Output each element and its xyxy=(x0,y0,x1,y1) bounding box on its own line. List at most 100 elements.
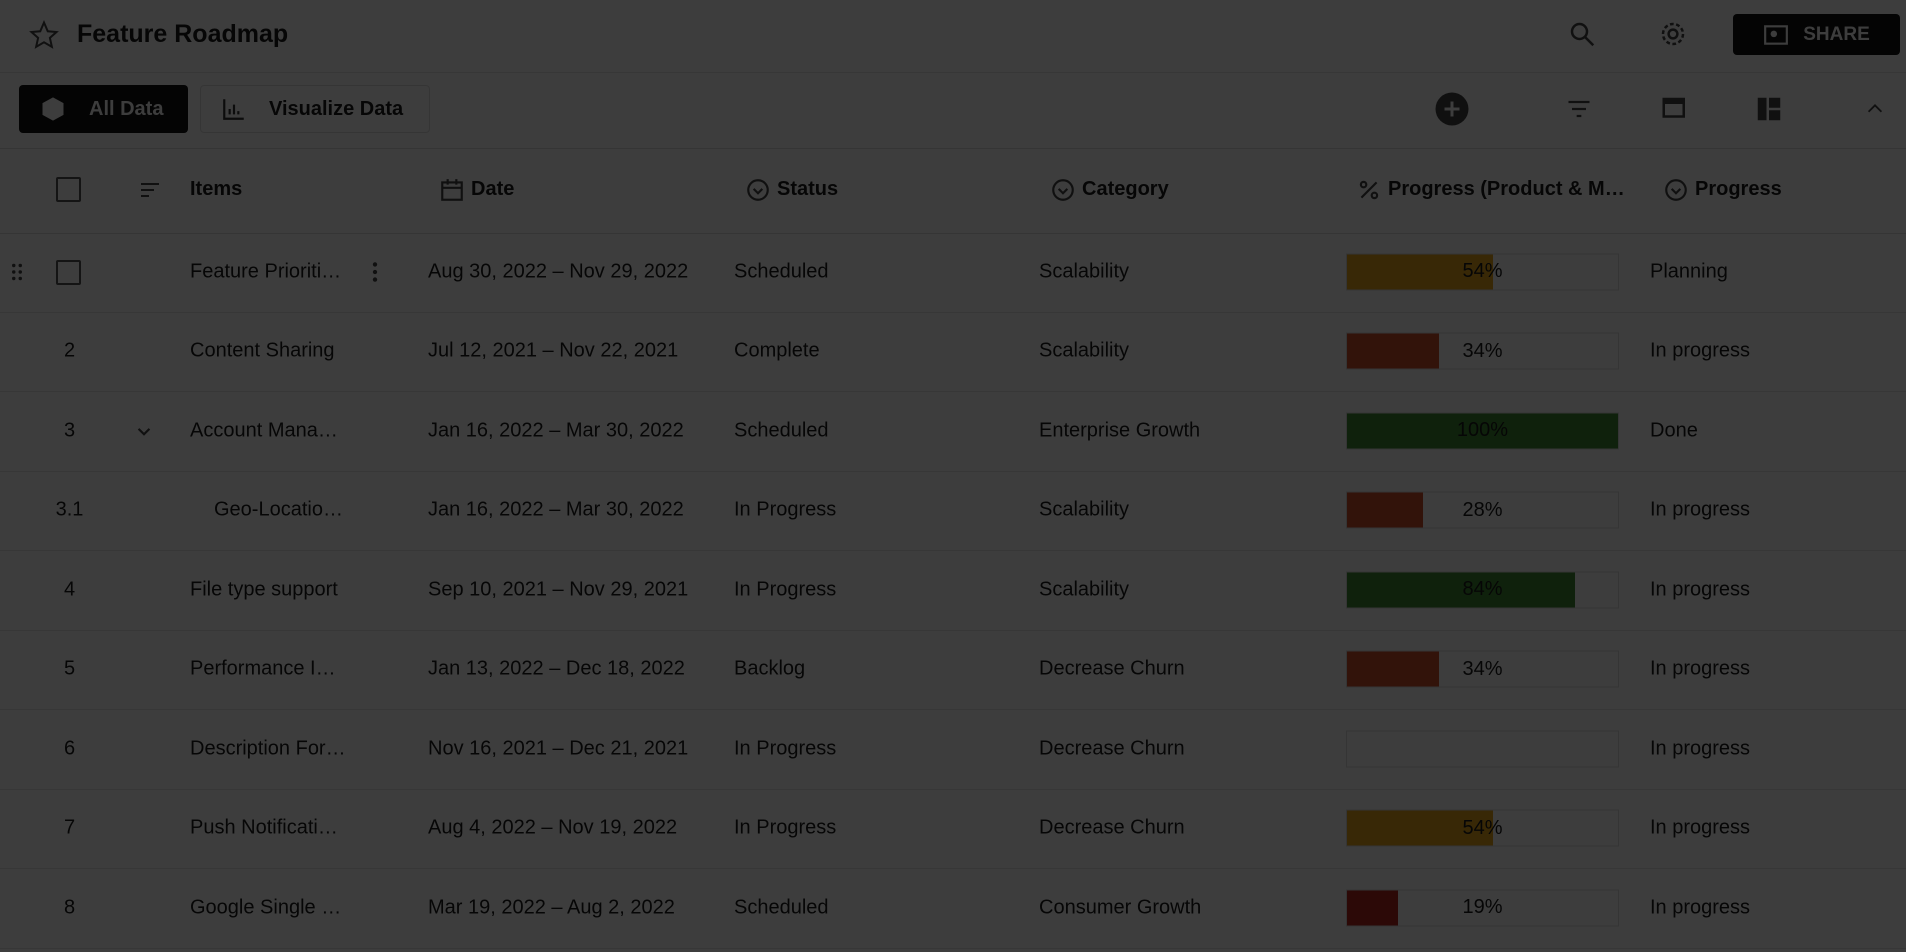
stage-cell: Done xyxy=(1650,419,1698,442)
column-icon xyxy=(747,179,769,201)
date-cell: Jan 13, 2022 – Dec 18, 2022 xyxy=(428,657,685,680)
date-cell: Mar 19, 2022 – Aug 2, 2022 xyxy=(428,896,675,919)
progress-track: 84% xyxy=(1346,571,1619,609)
progress-track: 28% xyxy=(1346,491,1619,529)
row-id: 3.1 xyxy=(55,498,84,521)
select-all-checkbox[interactable] xyxy=(56,177,81,202)
stage-cell: In progress xyxy=(1650,498,1751,521)
share-button[interactable]: SHARE xyxy=(1733,14,1900,55)
category-cell: Scalability xyxy=(1039,260,1130,283)
status-cell: Scheduled xyxy=(734,260,829,283)
category-cell: Scalability xyxy=(1039,339,1130,362)
date-cell: Jul 12, 2021 – Nov 22, 2021 xyxy=(428,339,679,362)
column-header: Progress (Product & M… xyxy=(1388,178,1625,200)
share-icon xyxy=(1764,24,1789,45)
item-cell: Performance I… xyxy=(190,657,336,680)
status-cell: Scheduled xyxy=(734,419,829,442)
item-cell: Google Single … xyxy=(190,896,342,919)
stage-cell: In progress xyxy=(1650,339,1751,362)
category-cell: Consumer Growth xyxy=(1039,896,1202,919)
category-cell: Decrease Churn xyxy=(1039,816,1185,839)
category-cell: Decrease Churn xyxy=(1039,657,1185,680)
progress-track: 34% xyxy=(1346,332,1619,370)
status-cell: In Progress xyxy=(734,737,837,760)
visualize-label: Visualize Data xyxy=(269,97,404,120)
stage-cell: Planning xyxy=(1650,260,1728,283)
stage-cell: In progress xyxy=(1650,657,1751,680)
category-cell: Decrease Churn xyxy=(1039,737,1185,760)
progress-label: 34% xyxy=(1462,657,1503,680)
progress-label: 19% xyxy=(1462,896,1503,919)
column-header: Items xyxy=(190,178,243,200)
category-cell: Enterprise Growth xyxy=(1039,419,1201,442)
row-id: 2 xyxy=(63,339,76,362)
category-cell: Scalability xyxy=(1039,578,1130,601)
date-cell: Nov 16, 2021 – Dec 21, 2021 xyxy=(428,737,689,760)
item-cell: Geo-Locatio… xyxy=(214,498,343,521)
item-cell: Push Notificati… xyxy=(190,816,338,839)
settings-icon[interactable] xyxy=(1658,19,1688,49)
share-label: SHARE xyxy=(1803,23,1870,45)
visualize-button[interactable]: Visualize Data xyxy=(200,85,430,133)
status-cell: Backlog xyxy=(734,657,806,680)
layout-icon[interactable] xyxy=(1754,94,1784,124)
column-icon xyxy=(441,179,463,201)
progress-label: 100% xyxy=(1456,419,1509,442)
progress-label: 54% xyxy=(1462,816,1503,839)
progress-label: 84% xyxy=(1462,578,1503,601)
date-cell: Aug 30, 2022 – Nov 29, 2022 xyxy=(428,260,689,283)
stage-cell: In progress xyxy=(1650,737,1751,760)
progress-track: 34% xyxy=(1346,650,1619,688)
star-icon[interactable] xyxy=(29,20,59,50)
column-header: Progress xyxy=(1695,178,1782,200)
category-cell: Scalability xyxy=(1039,498,1130,521)
column-icon xyxy=(1052,179,1074,201)
collapse-icon[interactable] xyxy=(1862,98,1888,120)
row-id: 4 xyxy=(63,578,76,601)
stage-cell: In progress xyxy=(1650,578,1751,601)
progress-label: 34% xyxy=(1462,339,1503,362)
columns-icon[interactable] xyxy=(1660,94,1690,124)
item-cell: Description For… xyxy=(190,737,346,760)
expand-toggle xyxy=(137,427,151,436)
chart-icon xyxy=(223,99,244,120)
status-cell: In Progress xyxy=(734,498,837,521)
divider xyxy=(0,72,1906,73)
item-cell: Feature Prioriti… xyxy=(190,260,342,283)
filter-icon[interactable] xyxy=(1564,95,1594,123)
progress-track: 19% xyxy=(1346,889,1619,927)
row-id: 5 xyxy=(63,657,76,680)
row-id: 7 xyxy=(63,816,76,839)
all-data-button[interactable]: All Data xyxy=(19,85,188,133)
date-cell: Jan 16, 2022 – Mar 30, 2022 xyxy=(428,498,684,521)
page-title: Feature Roadmap xyxy=(77,20,289,48)
drag-handle xyxy=(12,263,22,280)
row-id: 3 xyxy=(63,419,76,442)
status-cell: In Progress xyxy=(734,816,837,839)
add-button[interactable] xyxy=(1434,91,1470,127)
progress-label: 28% xyxy=(1462,498,1503,521)
stage-cell: In progress xyxy=(1650,816,1751,839)
date-cell: Jan 16, 2022 – Mar 30, 2022 xyxy=(428,419,684,442)
column-icon xyxy=(1359,180,1379,200)
column-icon xyxy=(1665,179,1687,201)
status-cell: In Progress xyxy=(734,578,837,601)
row-menu xyxy=(372,262,378,282)
progress-track: 54% xyxy=(1346,809,1619,847)
status-cell: Scheduled xyxy=(734,896,829,919)
item-cell: Account Mana… xyxy=(190,419,338,442)
progress-track xyxy=(1346,730,1619,768)
date-cell: Sep 10, 2021 – Nov 29, 2021 xyxy=(428,578,689,601)
progress-track: 100% xyxy=(1346,412,1619,450)
stage-cell: In progress xyxy=(1650,896,1751,919)
column-header: Status xyxy=(777,178,839,200)
search-icon[interactable] xyxy=(1567,19,1597,49)
item-cell: File type support xyxy=(190,578,338,601)
column-header: Date xyxy=(471,178,515,200)
row-checkbox[interactable] xyxy=(56,259,81,285)
row-id: 8 xyxy=(63,896,76,919)
progress-track: 54% xyxy=(1346,253,1619,291)
item-cell: Content Sharing xyxy=(190,339,335,362)
sort-icon[interactable] xyxy=(137,178,163,202)
